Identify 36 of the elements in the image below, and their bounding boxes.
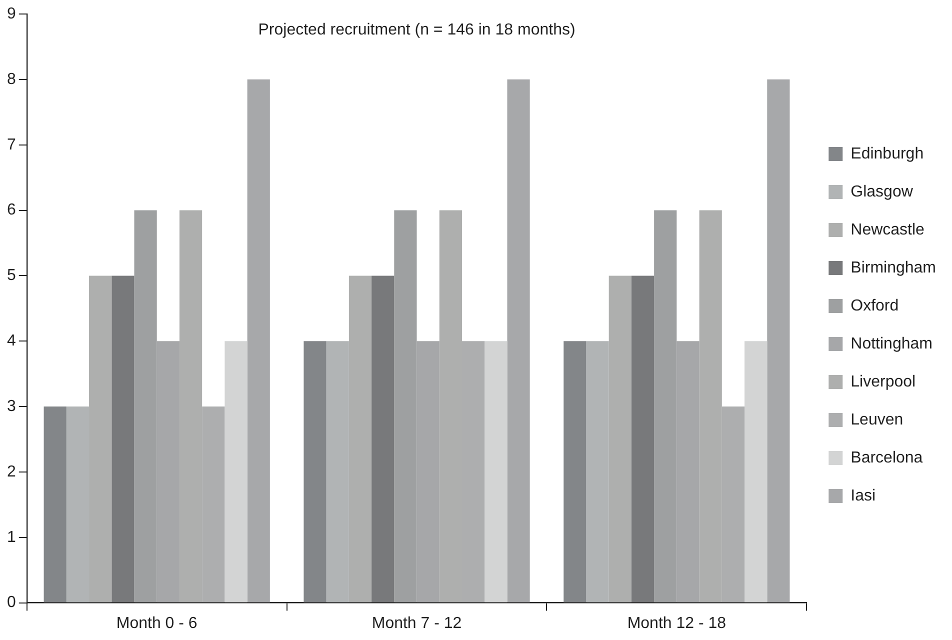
bar: [224, 341, 248, 602]
y-tick-label: 2: [6, 463, 16, 480]
legend-label: Nottingham: [850, 335, 932, 352]
legend-label: Barcelona: [850, 449, 923, 466]
chart-title: Projected recruitment (n = 146 in 18 months): [258, 21, 576, 38]
legend-label: Glasgow: [850, 183, 914, 200]
bar: [744, 341, 768, 602]
legend-label: Liverpool: [850, 373, 916, 390]
x-tick-label: Month 12 - 18: [627, 614, 726, 632]
legend-label: Newcastle: [850, 221, 925, 238]
bar: [507, 79, 530, 602]
y-tick-label: 1: [6, 528, 16, 546]
legend-label: Birmingham: [850, 259, 936, 276]
y-tick-label: 3: [6, 398, 16, 415]
bar: [631, 276, 654, 602]
legend-label: Oxford: [850, 297, 899, 314]
y-tick-label: 0: [6, 594, 16, 612]
bar: [767, 79, 790, 602]
legend-label: Edinburgh: [850, 145, 924, 162]
bar: [372, 276, 394, 602]
legend-label: Leuven: [850, 411, 904, 428]
bar: [112, 276, 134, 602]
x-tick-label: Month 0 - 6: [116, 614, 198, 632]
y-tick-label: 5: [6, 267, 16, 284]
y-tick-label: 8: [6, 70, 16, 88]
y-tick-label: 9: [6, 5, 16, 22]
bar: [564, 341, 586, 602]
y-tick-label: 4: [6, 332, 16, 350]
y-tick-label: 7: [6, 136, 16, 154]
bar: [484, 341, 508, 602]
y-tick-label: 6: [6, 202, 16, 219]
bar: [247, 79, 270, 602]
bar: [44, 406, 66, 602]
bar: [304, 341, 326, 602]
x-tick-label: Month 7 - 12: [372, 614, 462, 632]
legend-label: Iasi: [850, 487, 876, 504]
